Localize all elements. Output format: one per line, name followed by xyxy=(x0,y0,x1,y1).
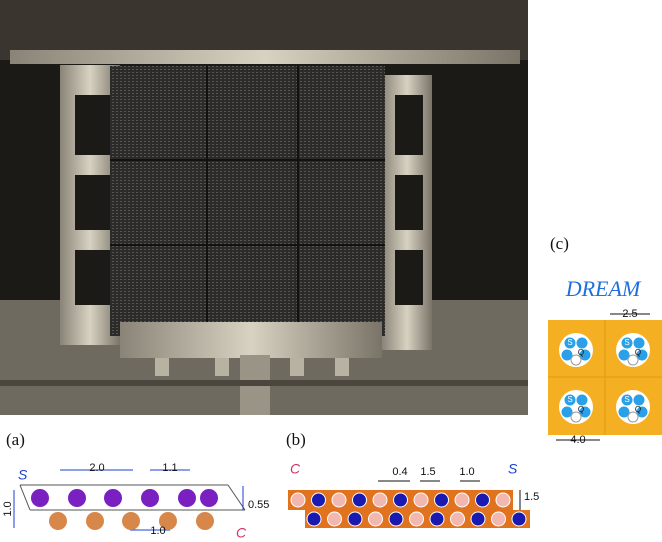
fiber-label: Q xyxy=(635,405,641,414)
fiber xyxy=(104,489,122,507)
fiber xyxy=(141,489,159,507)
fiber xyxy=(86,512,104,530)
dimension: 2.5 xyxy=(622,308,637,320)
panel-label: (c) xyxy=(550,234,569,253)
fiber xyxy=(632,393,646,407)
fiber xyxy=(413,492,429,508)
dimension: 1.1 xyxy=(162,462,177,474)
fiber-label: C xyxy=(290,461,301,477)
fiber-label: S xyxy=(18,467,28,483)
diagram-a xyxy=(13,469,246,531)
dimension: 1.0 xyxy=(150,525,165,537)
fiber xyxy=(331,492,347,508)
fiber xyxy=(49,512,67,530)
dimension: 1.0 xyxy=(2,501,14,516)
dimension: 0.4 xyxy=(392,466,407,478)
fiber xyxy=(372,492,388,508)
fiber xyxy=(450,511,465,527)
fiber xyxy=(627,411,639,423)
fiber-label: C xyxy=(236,525,247,541)
fiber-label: S xyxy=(624,338,629,347)
fiber-label: Q xyxy=(578,405,584,414)
fiber xyxy=(122,512,140,530)
fiber xyxy=(393,492,408,508)
fiber xyxy=(347,511,363,527)
fiber xyxy=(178,489,196,507)
fiber xyxy=(491,511,506,527)
dimension: 1.5 xyxy=(524,491,539,503)
fiber xyxy=(368,511,383,527)
panel-title: DREAM xyxy=(565,276,642,301)
dimension: 4.0 xyxy=(570,434,585,446)
diagram-b xyxy=(288,480,530,528)
fiber xyxy=(31,489,49,507)
fiber xyxy=(570,411,582,423)
fiber xyxy=(575,336,589,350)
fiber xyxy=(352,492,367,508)
fiber xyxy=(429,511,445,527)
fiber xyxy=(196,512,214,530)
fiber xyxy=(635,348,649,362)
fiber xyxy=(632,336,646,350)
dimension: 1.5 xyxy=(420,466,435,478)
fiber xyxy=(560,348,574,362)
dimension: 1.0 xyxy=(459,466,474,478)
fiber xyxy=(200,489,218,507)
dimension: 2.0 xyxy=(89,462,104,474)
fiber xyxy=(511,511,527,527)
fiber xyxy=(409,511,424,527)
fiber-label: S xyxy=(624,395,629,404)
fiber xyxy=(68,489,86,507)
fiber xyxy=(635,405,649,419)
fiber xyxy=(306,511,322,527)
panel-label: (a) xyxy=(6,430,25,449)
fiber-label: S xyxy=(508,461,518,477)
fiber xyxy=(327,511,342,527)
fiber xyxy=(454,492,470,508)
fiber xyxy=(434,492,449,508)
fiber-label: S xyxy=(567,338,572,347)
dimension: 0.55 xyxy=(248,499,269,511)
fiber xyxy=(388,511,404,527)
fiber-label: S xyxy=(567,395,572,404)
fiber xyxy=(570,354,582,366)
fiber xyxy=(470,511,486,527)
fiber-label: Q xyxy=(635,348,641,357)
fiber xyxy=(290,492,306,508)
fiber xyxy=(617,405,631,419)
panel-label: (b) xyxy=(286,430,306,449)
fiber-label: Q xyxy=(578,348,584,357)
fiber xyxy=(475,492,490,508)
fiber xyxy=(311,492,326,508)
fiber xyxy=(627,354,639,366)
fiber xyxy=(578,348,592,362)
fiber xyxy=(617,348,631,362)
fiber xyxy=(578,405,592,419)
photo xyxy=(0,0,528,415)
fiber xyxy=(495,492,511,508)
fiber xyxy=(560,405,574,419)
fiber xyxy=(575,393,589,407)
fiber xyxy=(159,512,177,530)
